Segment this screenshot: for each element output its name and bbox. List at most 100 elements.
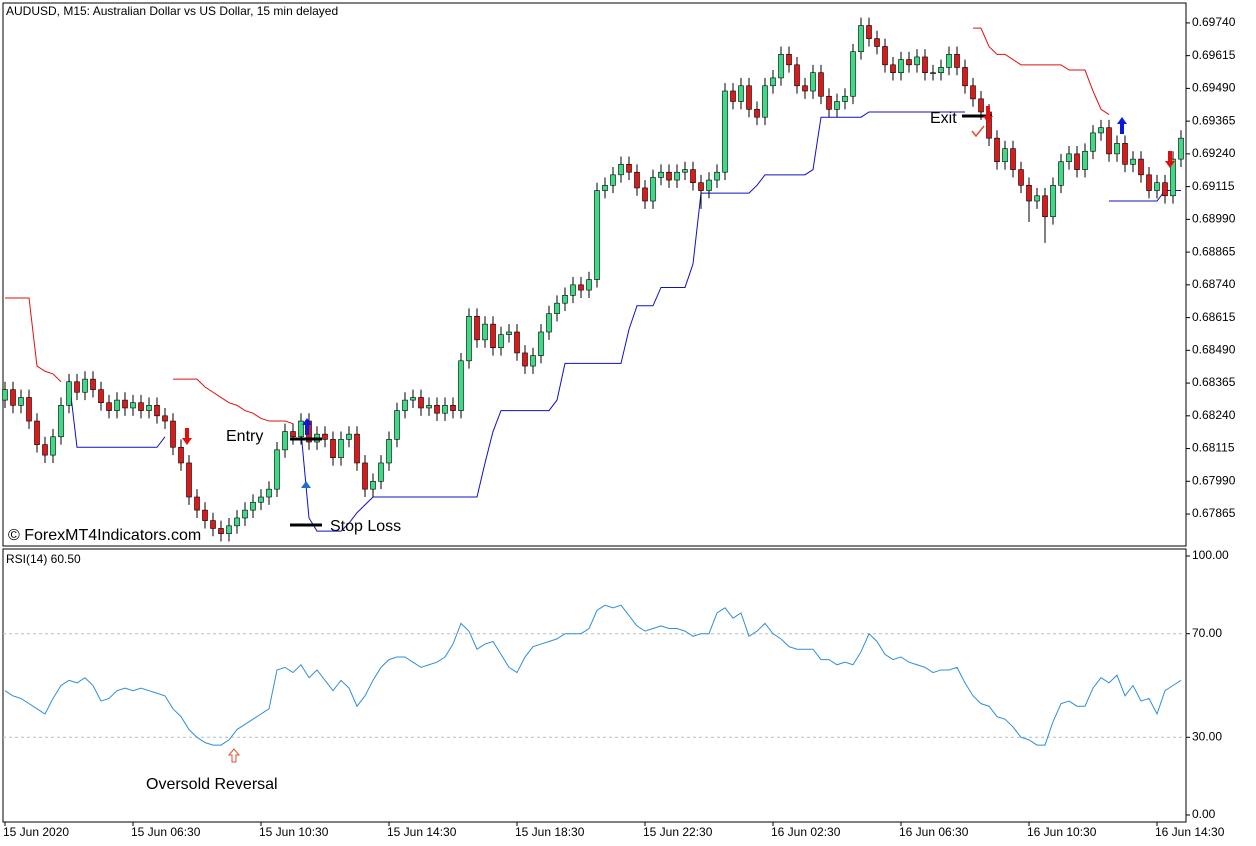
candle-body — [394, 410, 400, 440]
candle-body — [570, 284, 576, 296]
candle-body — [18, 397, 24, 406]
candle-body — [1130, 158, 1136, 165]
candle-body — [186, 462, 192, 498]
signal-mark — [301, 481, 311, 488]
candle-body — [74, 381, 80, 393]
candle-body — [770, 77, 776, 87]
candle-body — [650, 177, 656, 202]
candle-body — [1122, 143, 1128, 165]
candle-body — [458, 360, 464, 411]
candle-body — [818, 72, 824, 97]
candle-body — [578, 284, 584, 291]
candle-body — [218, 528, 224, 534]
candle-body — [922, 56, 928, 73]
candle-body — [1146, 174, 1152, 191]
y-tick-label: 0.67865 — [1192, 506, 1236, 520]
candle-body — [138, 402, 144, 411]
candle-body — [50, 436, 56, 456]
candle-body — [658, 171, 664, 178]
candle-body — [282, 431, 288, 451]
candle-body — [802, 85, 808, 92]
y-tick-label: 0.68365 — [1192, 375, 1236, 389]
y-tick-label: 0.69490 — [1192, 81, 1236, 95]
candle-body — [1082, 150, 1088, 170]
candle-body — [762, 85, 768, 118]
candle-body — [898, 59, 904, 73]
y-tick-label: 0.68240 — [1192, 408, 1236, 422]
candle-body — [418, 397, 424, 409]
candle-body — [866, 25, 872, 39]
candle-body — [114, 399, 120, 411]
y-tick-label: 0.68615 — [1192, 310, 1236, 324]
candle-body — [786, 54, 792, 66]
candle-body — [450, 405, 456, 411]
candle-body — [2, 389, 8, 401]
candle-body — [466, 315, 472, 362]
candle-body — [594, 190, 600, 280]
stop-loss-label: Stop Loss — [330, 518, 401, 535]
rsi-panel — [2, 548, 1187, 823]
oversold-label: Oversold Reversal — [146, 776, 278, 793]
y-tick-label: 0.69615 — [1192, 48, 1236, 62]
candle-body — [994, 137, 1000, 163]
candle-body — [730, 90, 736, 102]
candle-body — [194, 496, 200, 511]
candle-body — [434, 405, 440, 414]
candle-body — [882, 46, 888, 66]
candle-body — [378, 462, 384, 482]
candle-body — [210, 520, 216, 529]
candle-body — [970, 85, 976, 100]
x-tick-label: 15 Jun 22:30 — [643, 825, 713, 839]
candle-body — [626, 164, 632, 173]
buy-arrow — [1117, 117, 1127, 134]
candle-body — [162, 415, 168, 422]
y-tick-label: 0.68115 — [1192, 441, 1235, 455]
candle-body — [602, 185, 608, 191]
candle-body — [938, 67, 944, 73]
candle-body — [90, 378, 96, 390]
candle-body — [1042, 195, 1048, 218]
candle-body — [1050, 185, 1056, 218]
candle-body — [234, 517, 240, 527]
candle-body — [810, 72, 816, 92]
candle-body — [522, 352, 528, 367]
candle-body — [402, 399, 408, 411]
x-tick-label: 15 Jun 18:30 — [515, 825, 585, 839]
candle-body — [1002, 148, 1008, 163]
candle-body — [778, 54, 784, 79]
candle-body — [874, 38, 880, 47]
candle-body — [34, 420, 40, 445]
chart-title: AUDUSD, M15: Australian Dollar vs US Dol… — [6, 4, 338, 18]
sell-arrow — [1165, 151, 1175, 168]
candle-body — [250, 501, 256, 511]
candle-body — [906, 59, 912, 66]
candle-body — [338, 439, 344, 459]
candle-body — [794, 64, 800, 87]
candle-body — [490, 323, 496, 349]
sell-arrow — [182, 428, 192, 445]
candle-body — [514, 331, 520, 354]
candle-body — [322, 433, 328, 440]
candle-body — [1010, 148, 1016, 170]
sell-arrow — [983, 106, 993, 123]
x-tick-label: 15 Jun 2020 — [3, 825, 69, 839]
candle-body — [754, 109, 760, 118]
candle-body — [890, 64, 896, 73]
candle-body — [202, 509, 208, 521]
candle-body — [842, 95, 848, 102]
candle-body — [82, 378, 88, 393]
candle-body — [858, 25, 864, 53]
candle-body — [1138, 158, 1144, 176]
candle-body — [122, 399, 128, 409]
candle-body — [1066, 153, 1072, 163]
candle-body — [26, 397, 32, 422]
candle-body — [1178, 137, 1184, 160]
y-tick-label: 0.69115 — [1192, 179, 1235, 193]
y-tick-label: 0.68865 — [1192, 244, 1236, 258]
candle-body — [930, 72, 936, 74]
candle-body — [722, 90, 728, 173]
candle-body — [426, 405, 432, 409]
candle-body — [506, 331, 512, 335]
stop-line — [68, 111, 1181, 532]
